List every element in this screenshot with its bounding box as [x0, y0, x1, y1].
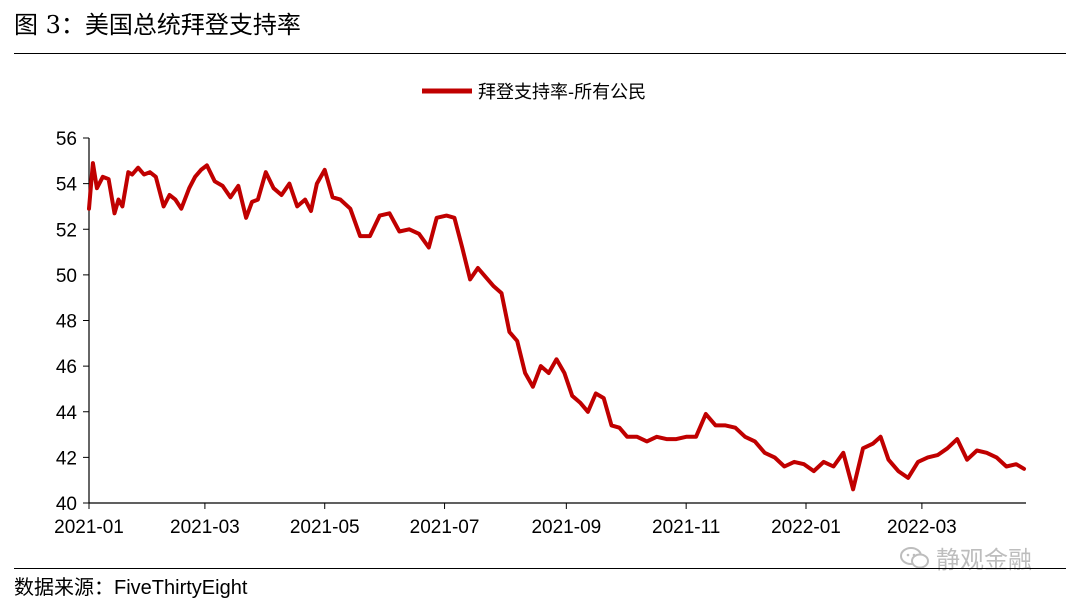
source-label: 数据来源：: [14, 575, 114, 599]
footer-divider: [14, 568, 1066, 569]
x-tick-label: 2022-03: [887, 517, 957, 538]
page-title: 图 3：美国总统拜登支持率: [14, 11, 301, 39]
watermark: 静观金融: [900, 540, 1032, 575]
x-tick-label: 2021-09: [531, 517, 601, 538]
x-tick-label: 2021-03: [170, 517, 240, 538]
series-layer: [87, 161, 1026, 492]
y-tick-label: 48: [56, 312, 77, 333]
watermark-text: 静观金融: [936, 546, 1032, 574]
y-tick-label: 52: [56, 220, 77, 241]
series-line-0: [87, 161, 1026, 492]
tick-labels: 40 42 44 46 48 50 52 54 56 2021-01 2021-03 2021-05 2…: [54, 129, 957, 538]
y-tick-label: 46: [56, 357, 77, 378]
y-tick-label: 50: [56, 266, 77, 287]
x-tick-label: 2021-11: [652, 517, 720, 538]
source-note: 数据来源：FiveThirtyEight: [14, 572, 247, 603]
x-tick-label: 2021-07: [410, 517, 480, 538]
y-tick-label: 54: [56, 175, 78, 196]
approval-line-chart: 拜登支持率-所有公民 40 42 44 46 48 50 52 54 56 2021-01 2021…: [54, 82, 1026, 538]
y-tick-label: 56: [56, 129, 77, 150]
x-tick-label: 2021-01: [54, 517, 124, 538]
title-divider: [14, 53, 1066, 54]
y-tick-label: 42: [56, 448, 77, 469]
y-tick-label: 44: [56, 403, 78, 424]
wechat-icon: [900, 546, 929, 568]
x-tick-label: 2021-05: [290, 517, 360, 538]
legend-label: 拜登支持率-所有公民: [478, 82, 646, 103]
x-tick-label: 2022-01: [771, 517, 841, 538]
y-tick-label: 40: [56, 494, 77, 515]
source-value: FiveThirtyEight: [114, 577, 248, 599]
legend: 拜登支持率-所有公民: [422, 82, 646, 103]
